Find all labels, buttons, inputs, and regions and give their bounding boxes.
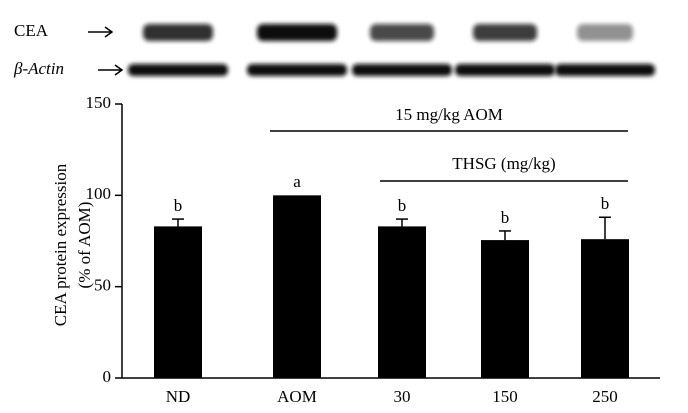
- y-axis-label: CEA protein expression: [51, 163, 70, 326]
- x-tick-label: 150: [492, 387, 518, 406]
- blot-band: [473, 24, 537, 41]
- bar: [273, 195, 321, 378]
- y-tick-label: 150: [86, 93, 112, 112]
- blot-band: [577, 24, 633, 41]
- arrow: [88, 26, 114, 38]
- blot-label: β-Actin: [13, 59, 64, 78]
- annotation: 15 mg/kg AOM: [395, 105, 503, 124]
- bar: [481, 240, 529, 378]
- significance-letter: a: [293, 172, 301, 191]
- blot-band: [555, 64, 655, 76]
- y-tick-label: 50: [94, 276, 111, 295]
- significance-letter: b: [501, 208, 510, 227]
- significance-letter: b: [398, 196, 407, 215]
- blot-band: [370, 24, 434, 41]
- x-tick-label: ND: [166, 387, 191, 406]
- y-tick-label: 100: [86, 184, 112, 203]
- bar: [154, 226, 202, 378]
- blot-band: [455, 64, 555, 76]
- significance-letter: b: [601, 194, 610, 213]
- blot-band: [128, 64, 228, 76]
- significance-letter: b: [174, 196, 183, 215]
- blot-band: [257, 24, 337, 41]
- x-tick-label: AOM: [277, 387, 317, 406]
- blot-band: [143, 24, 213, 41]
- blot-band: [352, 64, 452, 76]
- blot-label: CEA: [14, 21, 49, 40]
- x-tick-label: 250: [592, 387, 618, 406]
- blot: [128, 24, 655, 76]
- blot-band: [247, 64, 347, 76]
- bar: [581, 239, 629, 378]
- y-axis-label: (% of AOM): [75, 202, 94, 289]
- y-tick-label: 0: [103, 367, 112, 386]
- arrow: [98, 64, 124, 76]
- bar: [378, 226, 426, 378]
- x-tick-label: 30: [394, 387, 411, 406]
- annotation: THSG (mg/kg): [452, 154, 555, 173]
